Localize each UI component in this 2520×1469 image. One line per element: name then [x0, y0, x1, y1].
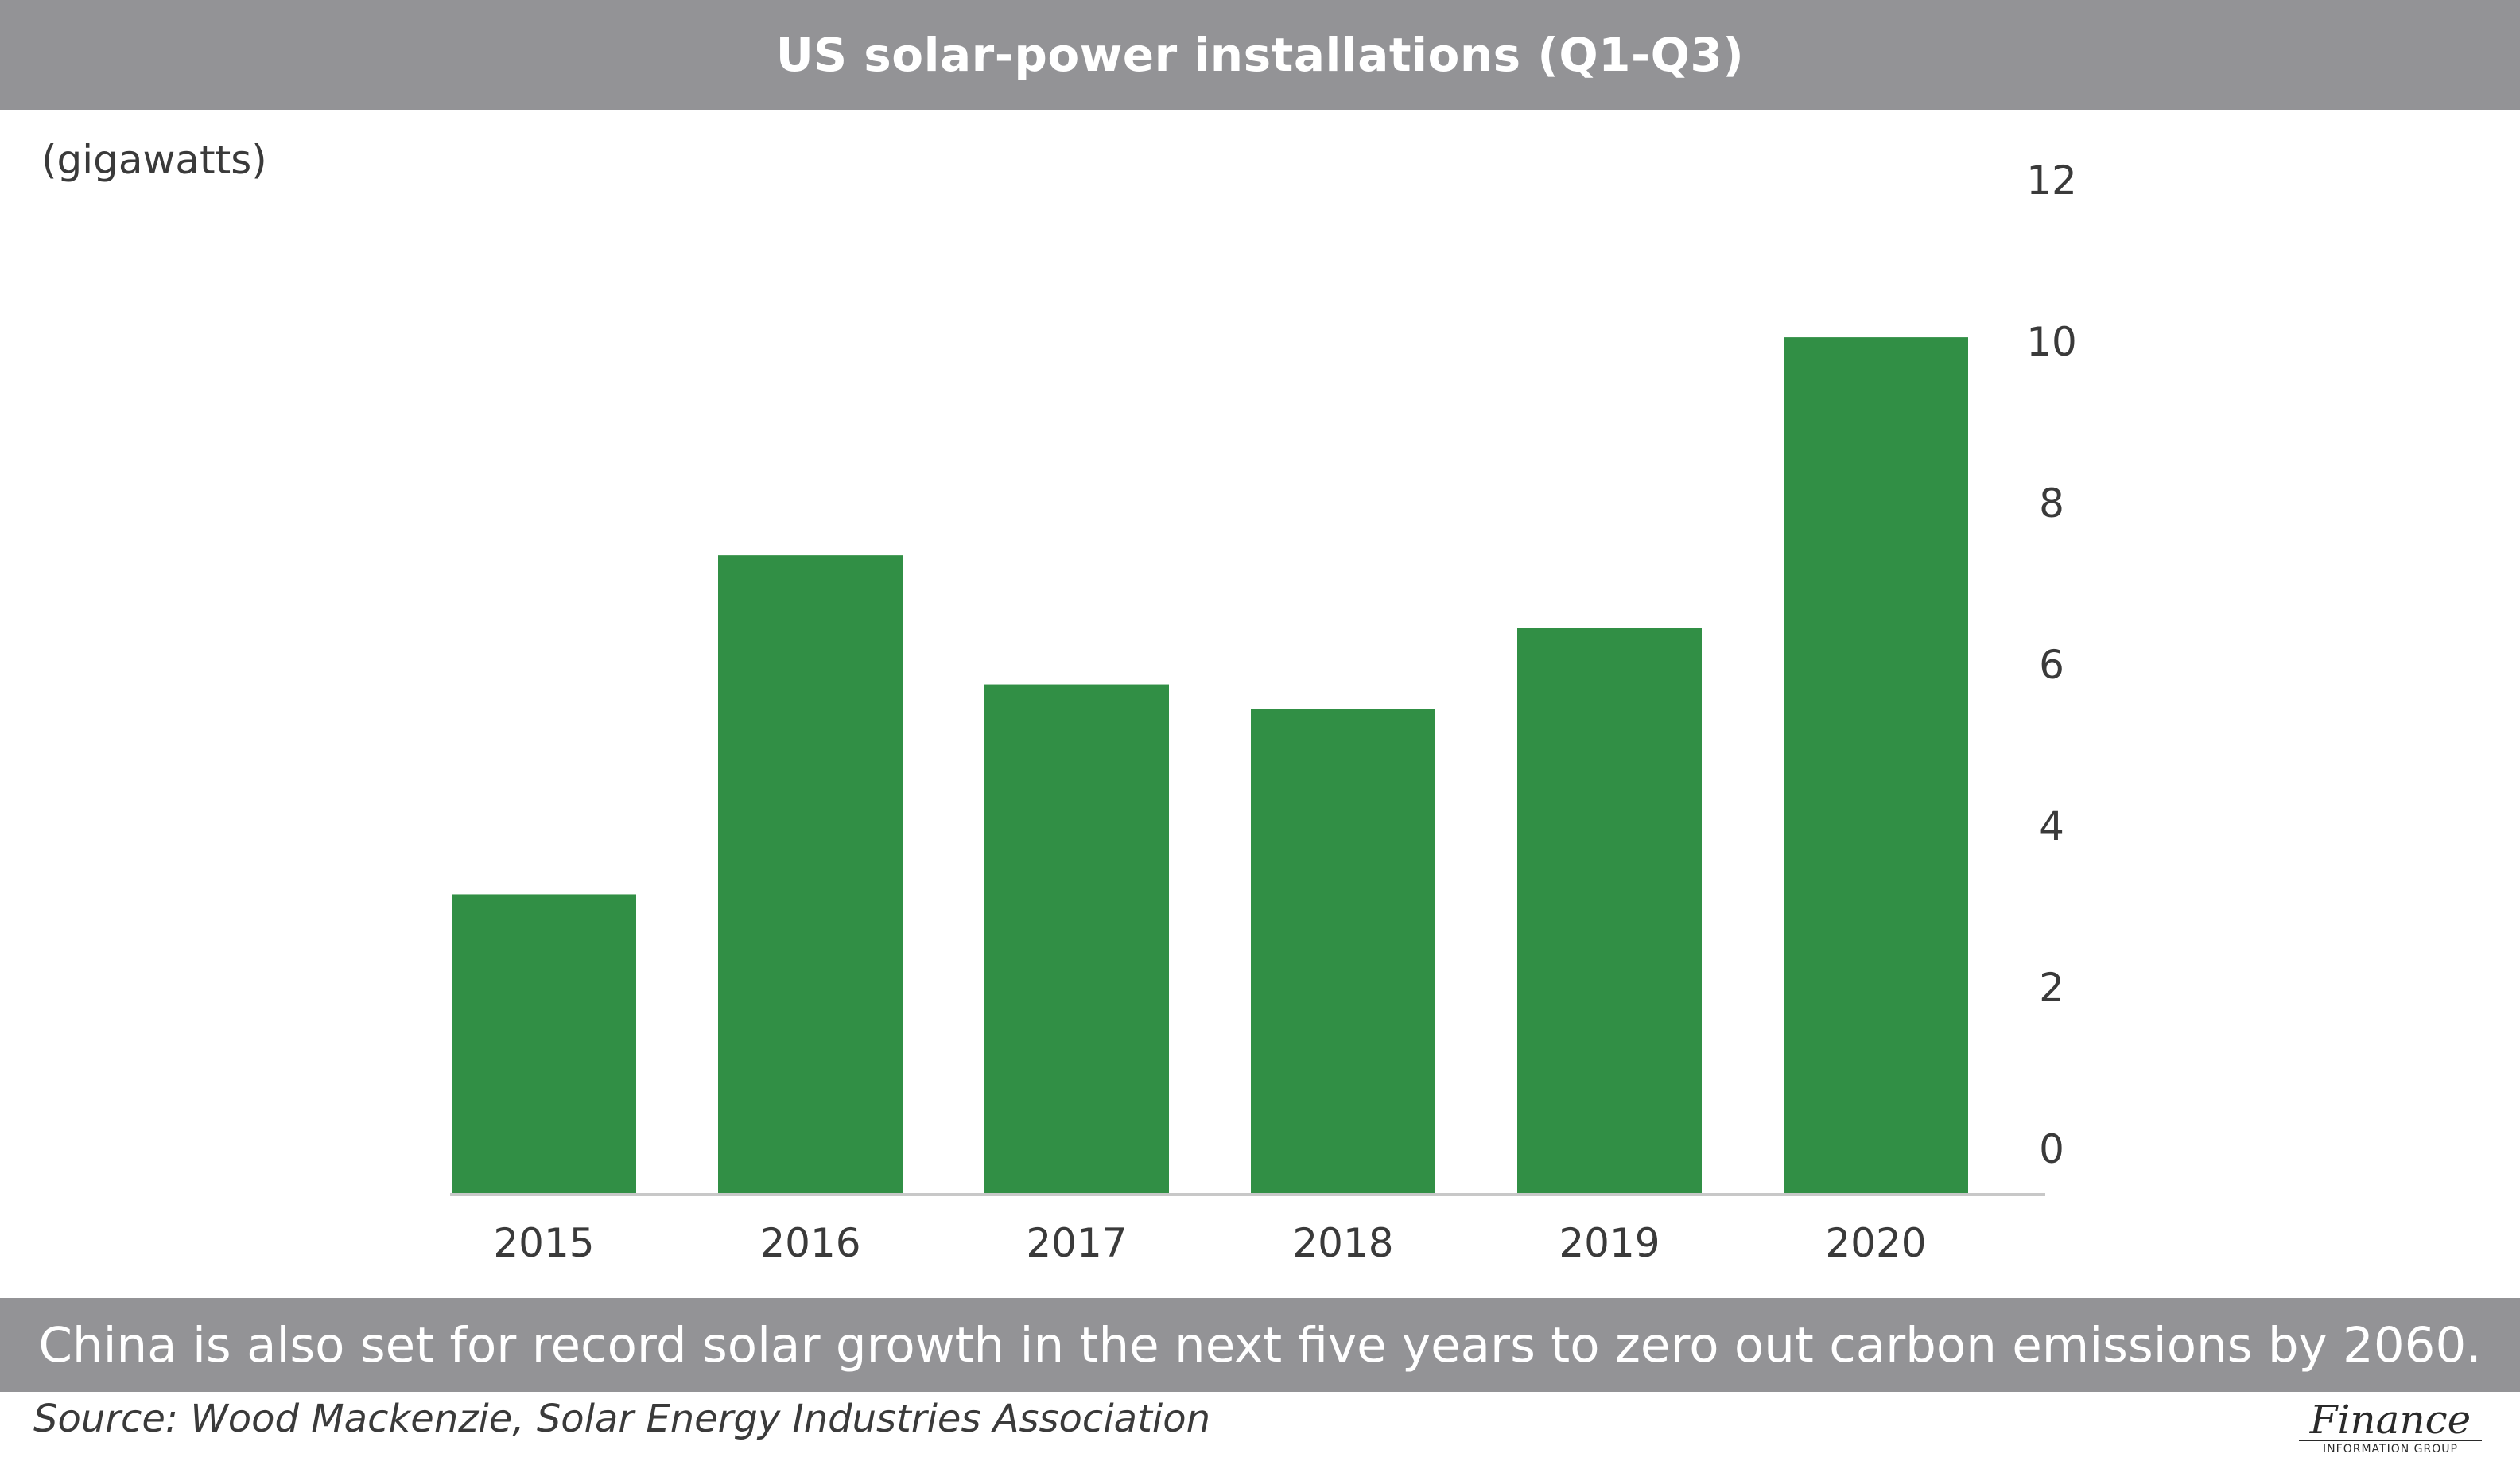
y-tick-label-2: 2 — [2039, 965, 2064, 1011]
title-banner: US solar-power installations (Q1-Q3) — [0, 0, 2520, 110]
x-tick-label-2016: 2016 — [759, 1220, 860, 1266]
bar-2019 — [1517, 628, 1702, 1193]
x-tick-label-2019: 2019 — [1559, 1220, 1660, 1266]
y-tick-label-10: 10 — [2026, 319, 2077, 365]
bar-2016 — [718, 555, 903, 1193]
source-note: Source: Wood Mackenzie, Solar Energy Ind… — [33, 1397, 1211, 1441]
finance-logo: Finance INFORMATION GROUP — [2299, 1400, 2482, 1455]
bar-2017 — [984, 684, 1169, 1193]
bar-2020 — [1784, 337, 1968, 1194]
bar-2018 — [1251, 709, 1435, 1193]
y-tick-label-4: 4 — [2039, 803, 2064, 849]
caption-text: China is also set for record solar growt… — [38, 1316, 2482, 1374]
x-tick-label-2018: 2018 — [1292, 1220, 1393, 1266]
x-axis-labels: 2015 2016 2017 2018 2019 2020 — [493, 1220, 1926, 1266]
logo-subtitle: INFORMATION GROUP — [2323, 1443, 2458, 1455]
x-tick-label-2015: 2015 — [493, 1220, 594, 1266]
logo-wordmark: Finance — [2299, 1400, 2482, 1441]
bar-2015 — [452, 894, 636, 1193]
unit-label: (gigawatts) — [41, 137, 267, 183]
y-axis-ticks: 0 2 4 6 8 10 12 — [2026, 157, 2077, 1172]
chart-title: US solar-power installations (Q1-Q3) — [775, 28, 1745, 82]
y-tick-label-12: 12 — [2026, 157, 2077, 204]
y-tick-label-0: 0 — [2039, 1126, 2064, 1172]
x-tick-label-2017: 2017 — [1026, 1220, 1127, 1266]
y-tick-label-6: 6 — [2039, 642, 2064, 688]
bars-group — [452, 337, 1968, 1194]
caption-banner: China is also set for record solar growt… — [0, 1298, 2520, 1392]
x-tick-label-2020: 2020 — [1825, 1220, 1926, 1266]
bar-chart: 0 2 4 6 8 10 12 2015 2016 2017 2018 2019 2020 — [450, 157, 2077, 1266]
y-tick-label-8: 8 — [2039, 480, 2064, 527]
